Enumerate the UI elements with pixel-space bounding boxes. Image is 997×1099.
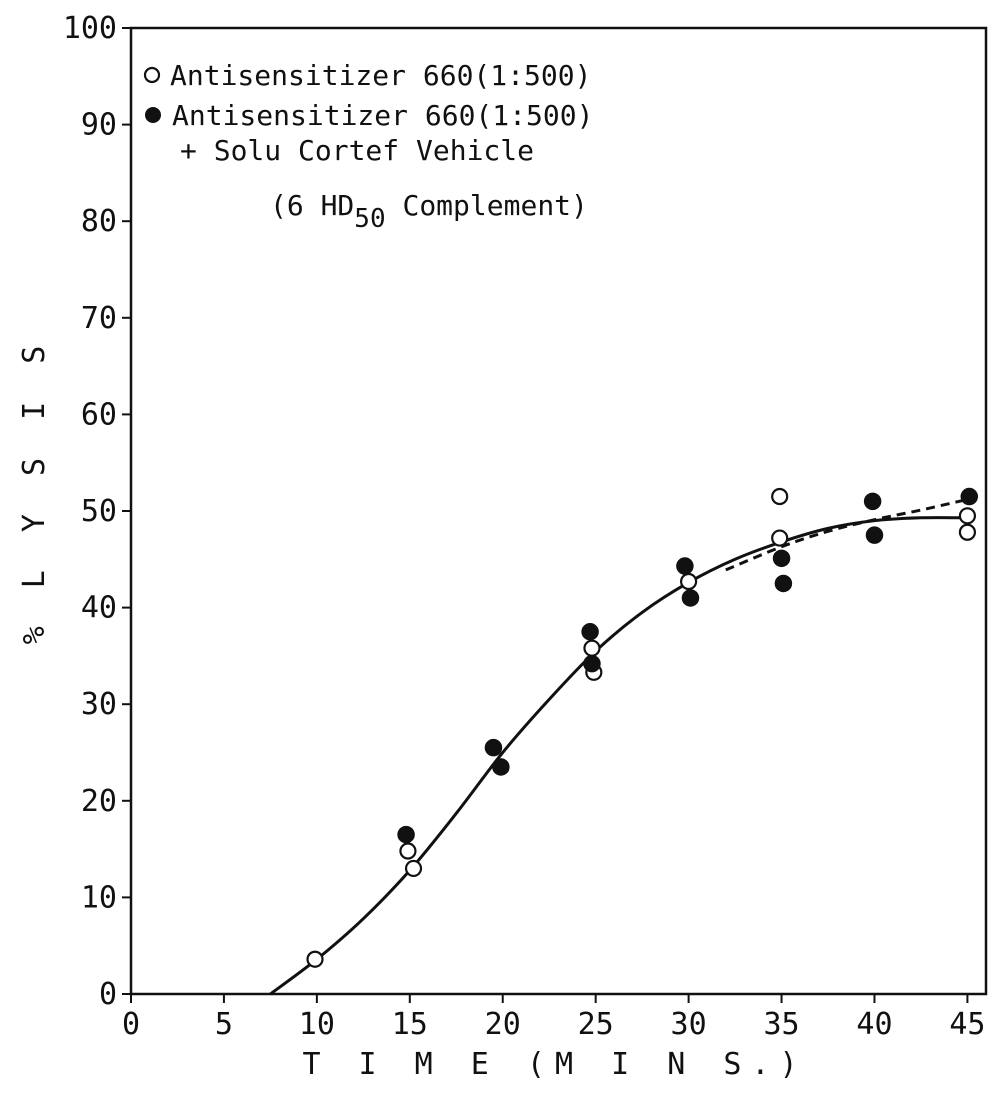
legend-open-circle-marker [143, 66, 161, 84]
legend-filled-label: Antisensitizer 660(1:500) [172, 99, 593, 132]
fitted-curves [269, 497, 968, 996]
y-axis-title: % L Y S I S [17, 336, 52, 645]
filled-circle-point [397, 825, 415, 844]
x-axis-title: T I M E (M I N S.) [302, 1047, 807, 1082]
y-tick-label: 60 [81, 397, 117, 432]
filled-circle-point [772, 549, 791, 568]
x-tick-label: 0 [122, 1007, 140, 1042]
x-tick-label: 25 [578, 1007, 614, 1042]
y-tick-label: 40 [81, 591, 117, 626]
y-tick-label: 90 [81, 108, 117, 143]
solid-fit-curve [269, 516, 968, 996]
filled-circle-point [583, 654, 601, 673]
y-tick-label: 100 [63, 11, 117, 46]
x-tick-label: 15 [392, 1007, 428, 1042]
x-tick-label: 30 [671, 1007, 707, 1042]
y-tick-label: 10 [81, 880, 117, 915]
y-tick-label: 20 [81, 784, 117, 819]
open-circle-point [958, 523, 977, 541]
x-tick-label: 40 [856, 1007, 892, 1042]
plot-frame [129, 26, 988, 996]
y-tick-label: 70 [81, 301, 117, 336]
filled-circle-point [960, 487, 979, 506]
legend-note-suffix: Complement) [386, 189, 588, 222]
x-tick-label: 10 [299, 1007, 335, 1042]
data-points [306, 487, 979, 968]
open-circle-point [306, 950, 324, 968]
open-circle-point [404, 859, 423, 878]
open-circle-point [958, 507, 977, 525]
legend-filled-label-line2: + Solu Cortef Vehicle [180, 134, 534, 167]
legend-note-subscript: 50 [354, 204, 385, 234]
open-circle-point [771, 529, 789, 547]
filled-circle-point [681, 589, 700, 607]
legend-note-prefix: (6 HD [270, 189, 354, 222]
filled-circle-point [774, 574, 793, 593]
dashed-fit-curve [725, 497, 968, 572]
x-axis: 0 5 10 15 20 25 30 35 40 45 [122, 994, 985, 1042]
legend-filled-circle-marker [145, 107, 161, 123]
open-circle-point [680, 572, 698, 591]
legend-open-label: Antisensitizer 660(1:500) [170, 59, 591, 92]
filled-circle-point [865, 526, 884, 544]
y-tick-label: 30 [81, 687, 117, 722]
filled-circle-point [676, 557, 694, 575]
open-circle-point [583, 639, 601, 657]
y-tick-label: 50 [81, 494, 117, 529]
filled-circle-point [581, 623, 599, 641]
x-tick-label: 45 [949, 1007, 985, 1042]
legend: Antisensitizer 660(1:500) Antisensitizer… [143, 59, 593, 234]
x-tick-label: 20 [485, 1007, 521, 1042]
filled-circle-point [492, 758, 510, 776]
x-tick-label: 35 [763, 1007, 799, 1042]
y-tick-label: 80 [81, 204, 117, 239]
filled-circle-point [863, 492, 882, 511]
y-axis: 0 10 20 30 40 50 60 70 80 90 100 [63, 11, 131, 1012]
x-tick-label: 5 [215, 1007, 233, 1042]
open-circle-point [771, 487, 789, 506]
filled-circle-point [484, 738, 503, 757]
open-circle-point [399, 842, 417, 860]
legend-note: (6 HD50 Complement) [270, 189, 588, 234]
y-tick-label: 0 [99, 977, 117, 1012]
